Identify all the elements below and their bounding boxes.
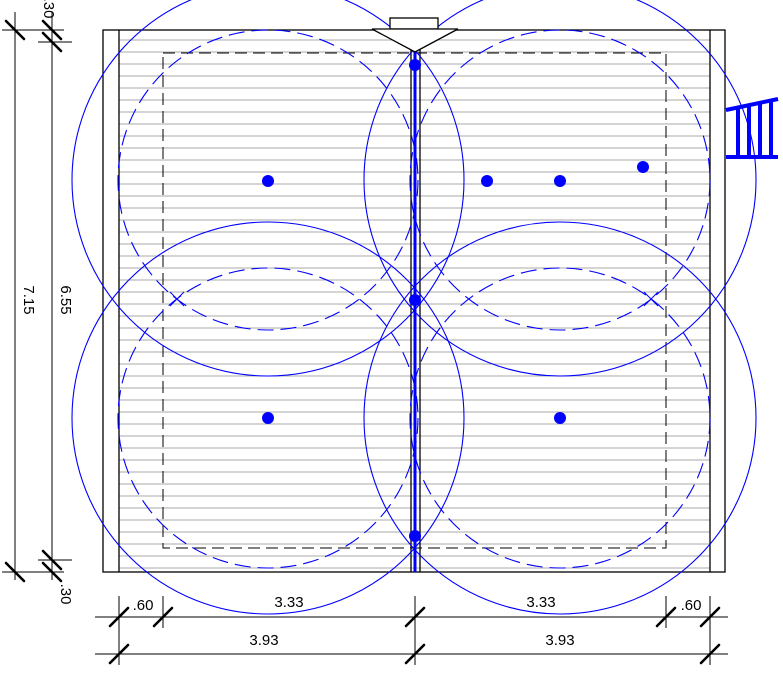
- point-ridge-bottom: [409, 530, 421, 542]
- dim-total-height-label: 7.15: [20, 285, 37, 314]
- dashed-circle-top-right: [409, 29, 711, 331]
- coverage-circles-solid: [71, 0, 757, 615]
- outlet-points: [262, 59, 649, 542]
- dashed-circle-bottom-left: [117, 267, 419, 569]
- point-ridge-top: [409, 59, 421, 71]
- coverage-circle-bottom-left: [71, 221, 465, 615]
- coverage-circle-top-right: [363, 0, 757, 377]
- coverage-circle-top-left: [71, 0, 465, 377]
- point-upper-right-2: [554, 175, 566, 187]
- dim-inner-height-label: 6.55: [57, 285, 74, 314]
- dim-left-inner-span-label: 3.33: [274, 594, 303, 611]
- dim-top-margin-label: .30: [40, 0, 57, 18]
- dashed-circle-bottom-right: [409, 267, 711, 569]
- point-upper-right-1: [481, 175, 493, 187]
- ladder-icon: [725, 97, 779, 159]
- point-upper-left: [262, 175, 274, 187]
- dim-left-offset-label: .60: [133, 597, 154, 614]
- dim-right-half-span-label: 3.93: [545, 632, 574, 649]
- dim-bottom-margin-label: .30: [57, 584, 74, 605]
- point-ridge-middle: [409, 294, 421, 306]
- outlet-funnel-symbol: [371, 17, 459, 53]
- point-upper-right-3: [637, 161, 649, 173]
- dim-right-inner-span-label: 3.33: [526, 594, 555, 611]
- coverage-circles-dashed: [117, 29, 711, 569]
- horizontal-dimension-lines: [95, 596, 728, 665]
- point-lower-right: [554, 412, 566, 424]
- dim-right-offset-label: .60: [681, 597, 702, 614]
- horizontal-dimension-ticks: [108, 606, 721, 665]
- cross-markers: [169, 291, 659, 307]
- coverage-circle-bottom-right: [363, 221, 757, 615]
- point-lower-left: [262, 412, 274, 424]
- dim-left-half-span-label: 3.93: [249, 632, 278, 649]
- dashed-circle-top-left: [117, 29, 419, 331]
- vertical-dimension-ticks: [4, 19, 63, 583]
